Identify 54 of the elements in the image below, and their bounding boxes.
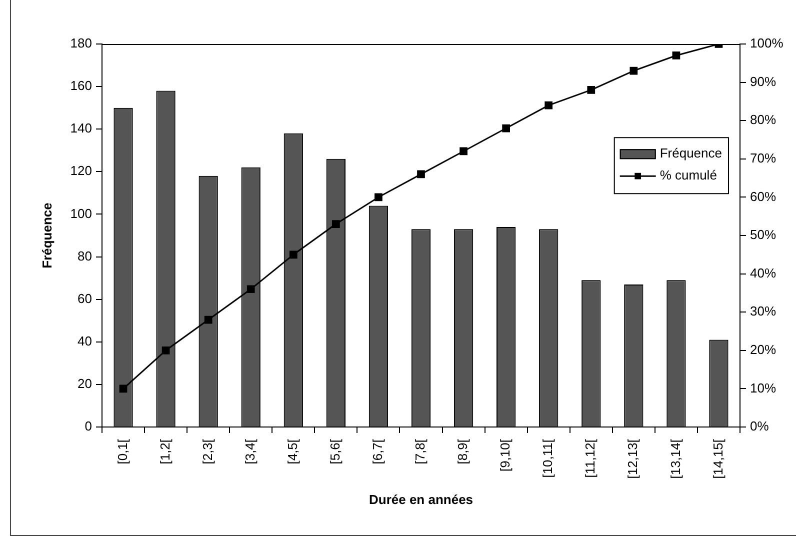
x-tick-label: [4,5[ <box>284 438 300 464</box>
y-tick-label: 80 <box>78 248 92 264</box>
point <box>119 384 128 393</box>
point <box>417 170 425 178</box>
x-tick-label: [10,11[ <box>540 438 556 478</box>
y-tick-label: 160 <box>70 78 92 94</box>
x-axis-title: Durée en années <box>368 492 474 507</box>
y-tick-label: 0 <box>84 418 92 434</box>
legend-label: Fréquence <box>660 146 722 161</box>
y2-tick-label: 90% <box>750 74 776 89</box>
y-tick-label: 40 <box>78 333 92 348</box>
y2-tick-label: 70% <box>750 150 776 166</box>
x-tick-label: [12,13[ <box>625 438 640 479</box>
x-tick-label: [11,12[ <box>582 438 598 478</box>
y2-tick-label: 50% <box>750 227 776 242</box>
x-tick-label: [3,4[ <box>242 438 258 464</box>
point <box>544 101 553 110</box>
point <box>289 250 298 259</box>
point <box>630 66 638 75</box>
x-tick-label: [14,15[ <box>710 438 726 479</box>
y2-tick-label: 0% <box>750 418 770 434</box>
y2-tick-label: 40% <box>750 265 776 280</box>
point <box>672 52 680 60</box>
y2-tick-label: 20% <box>750 342 776 357</box>
point <box>162 346 170 354</box>
x-tick-label: [7,8[ <box>412 438 428 464</box>
point <box>502 124 510 132</box>
point <box>246 285 255 294</box>
x-tick-label: [8,9[ <box>455 438 470 464</box>
point <box>460 147 468 156</box>
legend-label: % cumulé <box>660 168 717 183</box>
y-tick-label: 20 <box>78 376 92 392</box>
x-tick-label: [1,2[ <box>157 438 172 464</box>
x-tick-label: [5,6[ <box>328 438 343 464</box>
x-tick-label: [6,7[ <box>370 438 386 464</box>
point <box>332 220 340 228</box>
y-tick-label: 120 <box>70 163 92 178</box>
y-tick-label: 100 <box>70 206 92 221</box>
x-tick-label: [0,1[ <box>114 438 130 464</box>
y2-tick-label: 100% <box>750 36 784 51</box>
y-tick-label: 180 <box>70 36 92 51</box>
point <box>204 316 212 324</box>
y-tick-label: 140 <box>70 120 92 136</box>
y2-tick-label: 30% <box>750 304 776 319</box>
x-tick-label: [2,3[ <box>200 438 215 464</box>
y2-tick-label: 80% <box>750 112 776 128</box>
y2-tick-label: 10% <box>750 380 776 396</box>
x-tick-label: [9,10[ <box>498 438 513 472</box>
point <box>587 86 596 94</box>
point <box>374 193 382 202</box>
y2-tick-label: 60% <box>750 188 776 204</box>
y-axis-title: Fréquence <box>39 202 54 268</box>
y-tick-label: 60 <box>78 290 92 306</box>
x-tick-label: [13,14[ <box>668 438 683 479</box>
